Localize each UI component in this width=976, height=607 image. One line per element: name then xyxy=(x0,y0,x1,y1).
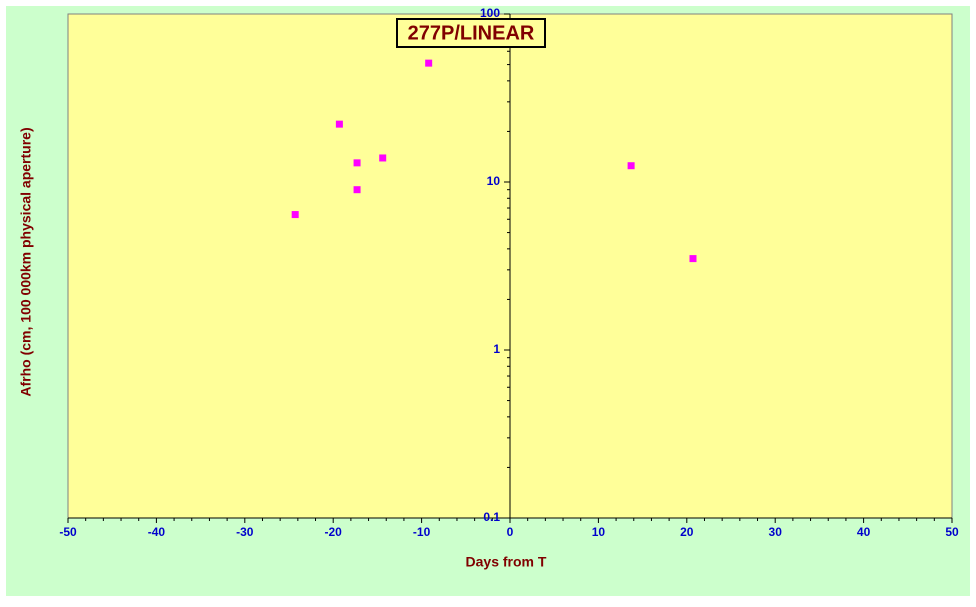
y-tick-label: 1 xyxy=(493,342,500,356)
x-tick-label: 20 xyxy=(680,525,694,539)
y-tick-label: 0.1 xyxy=(483,510,500,524)
data-point xyxy=(353,159,361,167)
x-tick-label: -10 xyxy=(413,525,431,539)
x-tick-label: 0 xyxy=(507,525,514,539)
x-tick-label: -30 xyxy=(236,525,254,539)
x-tick-label: 50 xyxy=(945,525,959,539)
data-point xyxy=(689,255,697,263)
y-axis-label: Afrho (cm, 100 000km physical aperture) xyxy=(18,127,34,396)
y-tick-label: 10 xyxy=(487,174,501,188)
x-tick-label: 40 xyxy=(857,525,871,539)
x-axis-label: Days from T xyxy=(466,554,547,570)
x-tick-label: 30 xyxy=(769,525,783,539)
data-point xyxy=(379,154,387,162)
x-tick-label: -40 xyxy=(148,525,166,539)
x-tick-label: -20 xyxy=(325,525,343,539)
y-tick-label: 100 xyxy=(480,6,500,20)
x-tick-label: 10 xyxy=(592,525,606,539)
data-point xyxy=(627,162,635,170)
data-point xyxy=(335,120,343,128)
data-point xyxy=(353,186,361,194)
data-point xyxy=(425,59,433,67)
x-tick-label: -50 xyxy=(59,525,77,539)
chart-title: 277P/LINEAR xyxy=(408,22,535,44)
title-box xyxy=(396,18,546,48)
data-point xyxy=(291,211,299,219)
